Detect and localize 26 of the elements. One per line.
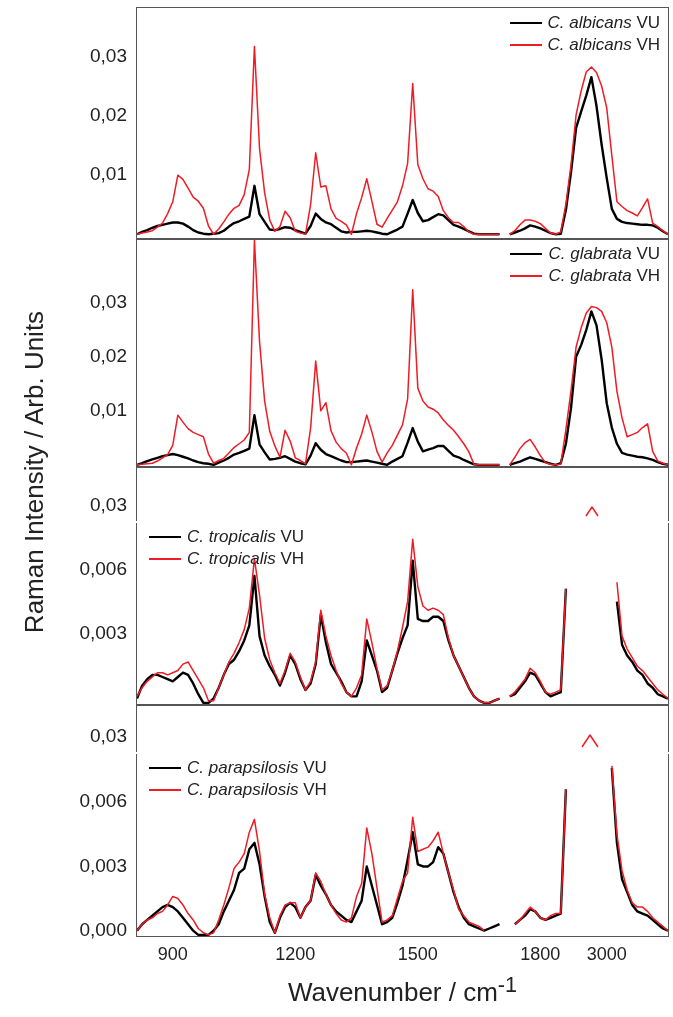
y-tick-label: 0,01 (90, 163, 127, 185)
x-tick-label: 1800 (520, 943, 561, 964)
x-tick-label: 900 (157, 943, 188, 964)
y-tick-label: 0,03 (90, 45, 127, 67)
legend-label: C. glabrata VH (548, 265, 660, 287)
x-tick-label: 1200 (275, 943, 316, 964)
legend-label: C. albicans VH (547, 34, 660, 56)
x-axis-title: Wavenumber / cm$^{-1}$ (287, 971, 518, 1009)
y-tick-label: 0,01 (90, 399, 127, 421)
legend-label: C. tropicalis VU (187, 526, 305, 548)
legend-label: C. parapsilosis VU (187, 757, 327, 779)
y-tick-label: 0,02 (90, 345, 127, 367)
legend-label: C. glabrata VU (548, 243, 660, 265)
y-tick-label: 0,003 (79, 622, 127, 644)
legend-label: C. albicans VU (547, 12, 660, 34)
y-tick-label: 0,02 (90, 104, 127, 126)
x-tick-label: 3000 (586, 943, 627, 964)
legend-label: C. parapsilosis VH (187, 779, 327, 801)
legend-label: C. tropicalis VH (187, 548, 305, 570)
y-tick-label: 0,003 (79, 854, 127, 876)
y-tick-label: 0,000 (79, 918, 127, 940)
y-tick-label: 0,006 (79, 790, 127, 812)
y-tick-label: 0,03 (90, 290, 127, 312)
y-tick-label: 0,006 (79, 557, 127, 579)
x-tick-label: 1500 (397, 943, 438, 964)
y-axis-title: Raman Intensity / Arb. Units (18, 310, 50, 634)
